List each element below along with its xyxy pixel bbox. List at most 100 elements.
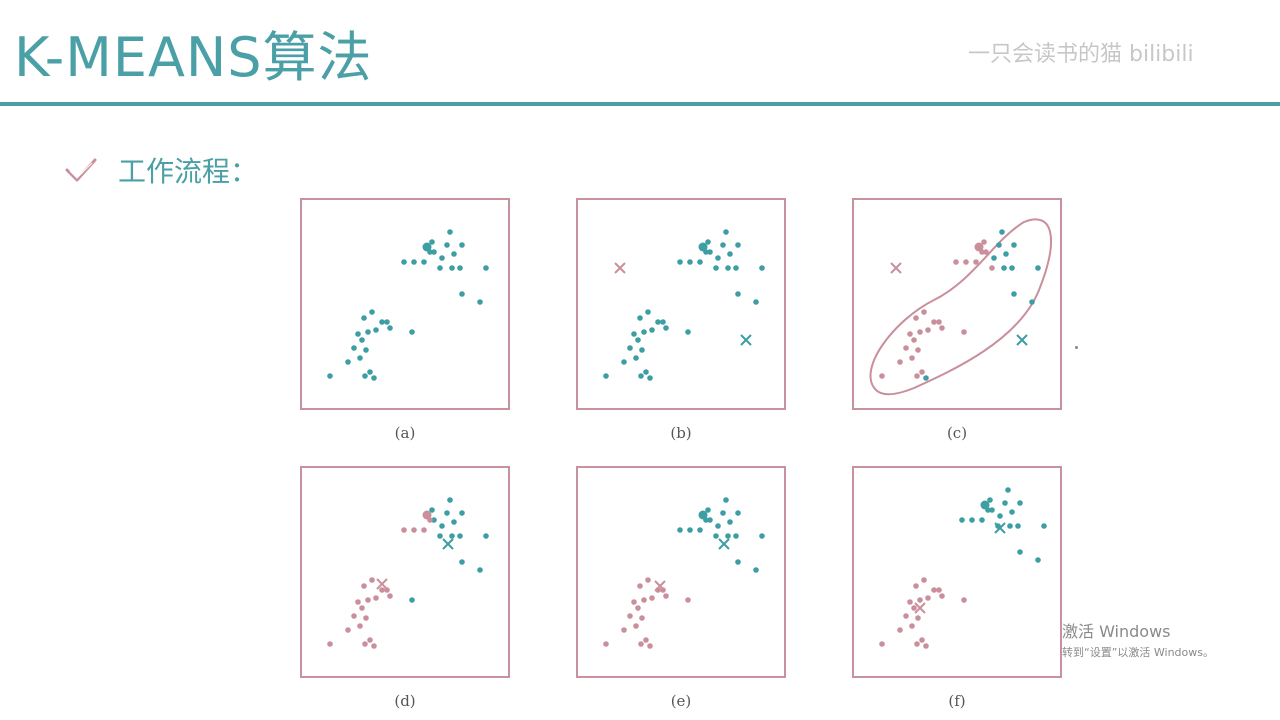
data-point: [987, 497, 993, 503]
data-point: [687, 527, 693, 533]
data-point: [431, 517, 437, 523]
data-point: [351, 345, 357, 351]
data-point: [459, 291, 465, 297]
data-point: [641, 597, 647, 603]
data-point: [759, 533, 765, 539]
data-point: [915, 347, 921, 353]
data-point: [1017, 549, 1023, 555]
data-point: [633, 623, 639, 629]
data-point: [707, 249, 713, 255]
data-point: [923, 643, 929, 649]
data-point: [1009, 265, 1015, 271]
data-point: [733, 533, 739, 539]
data-point: [387, 593, 393, 599]
centroid-marker: [654, 580, 666, 592]
data-point: [384, 319, 390, 325]
data-point: [451, 519, 457, 525]
panel-caption-a: (a): [394, 424, 416, 442]
windows-activation-notice: 激活 Windows 转到“设置”以激活 Windows。: [1062, 618, 1214, 660]
data-point: [983, 249, 989, 255]
data-point: [449, 533, 455, 539]
data-point: [345, 627, 351, 633]
data-point: [909, 623, 915, 629]
data-point: [387, 325, 393, 331]
data-point: [969, 517, 975, 523]
data-point: [713, 533, 719, 539]
data-point: [697, 259, 703, 265]
data-point: [409, 329, 415, 335]
data-point: [953, 259, 959, 265]
data-point: [439, 523, 445, 529]
kmeans-panel-a: [300, 198, 510, 410]
panel-caption-d: (d): [394, 692, 416, 710]
panel-caption-c: (c): [946, 424, 968, 442]
title-divider: [0, 102, 1280, 106]
data-point: [645, 309, 651, 315]
centroid-marker: [376, 578, 388, 590]
data-point: [720, 510, 726, 516]
data-point: [422, 510, 432, 520]
data-point: [362, 641, 368, 647]
data-point: [961, 597, 967, 603]
data-point: [663, 325, 669, 331]
data-point: [379, 319, 385, 325]
data-point: [979, 249, 985, 255]
data-point: [720, 242, 726, 248]
data-point: [705, 507, 711, 513]
data-point: [727, 251, 733, 257]
data-point: [357, 623, 363, 629]
data-point: [1017, 500, 1023, 506]
data-point: [621, 627, 627, 633]
cluster-boundary: [869, 218, 1052, 396]
data-point: [645, 577, 651, 583]
data-point: [359, 337, 365, 343]
data-point: [483, 533, 489, 539]
data-point: [411, 259, 417, 265]
data-point: [715, 523, 721, 529]
stray-dot: [1075, 346, 1078, 349]
data-point: [1003, 251, 1009, 257]
data-point: [698, 242, 708, 252]
data-point: [919, 637, 925, 643]
data-point: [638, 373, 644, 379]
data-point: [897, 627, 903, 633]
data-point: [367, 369, 373, 375]
panel-caption-e: (e): [670, 692, 692, 710]
data-point: [753, 299, 759, 305]
panel-caption-b: (b): [670, 424, 692, 442]
data-point: [961, 329, 967, 335]
data-point: [897, 359, 903, 365]
data-point: [921, 309, 927, 315]
data-point: [1011, 291, 1017, 297]
data-point: [913, 583, 919, 589]
data-point: [437, 265, 443, 271]
data-point: [327, 373, 333, 379]
data-point: [437, 533, 443, 539]
data-point: [451, 251, 457, 257]
centroid-marker: [614, 262, 626, 274]
data-point: [429, 239, 435, 245]
data-point: [931, 587, 937, 593]
data-point: [685, 329, 691, 335]
data-point: [637, 583, 643, 589]
data-point: [685, 597, 691, 603]
subtitle-row: 工作流程：: [64, 150, 258, 190]
data-point: [936, 587, 942, 593]
data-point: [1001, 265, 1007, 271]
kmeans-panel-f: [852, 466, 1062, 678]
data-point: [631, 599, 637, 605]
data-point: [327, 641, 333, 647]
data-point: [879, 641, 885, 647]
data-point: [921, 577, 927, 583]
data-point: [759, 265, 765, 271]
panel-caption-f: (f): [948, 692, 966, 710]
data-point: [357, 355, 363, 361]
data-point: [371, 643, 377, 649]
data-point: [909, 355, 915, 361]
data-point: [660, 319, 666, 325]
data-point: [355, 331, 361, 337]
data-point: [447, 229, 453, 235]
data-point: [735, 242, 741, 248]
data-point: [627, 613, 633, 619]
centroid-marker: [914, 602, 926, 614]
